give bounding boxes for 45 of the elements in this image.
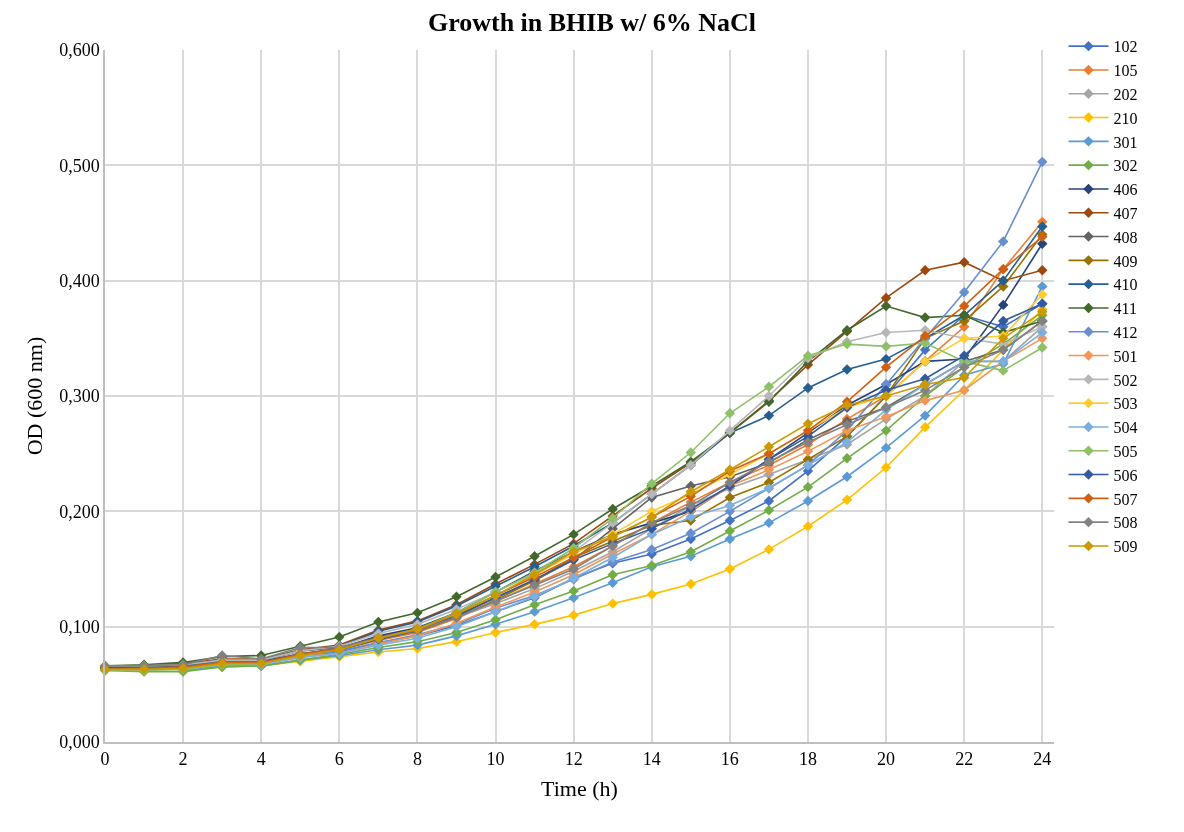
x-tick-label: 24 — [1033, 749, 1052, 770]
legend-label: 504 — [1113, 419, 1138, 437]
legend-label: 502 — [1113, 371, 1138, 389]
legend-label: 506 — [1113, 466, 1138, 484]
y-tick-label: 0,200 — [59, 501, 100, 522]
y-axis-title: OD (600 nm) — [22, 336, 48, 456]
legend-label: 412 — [1113, 323, 1138, 341]
legend-label: 302 — [1113, 157, 1138, 175]
legend-label: 202 — [1113, 85, 1138, 103]
x-tick-label: 6 — [334, 749, 344, 770]
legend-label: 102 — [1113, 38, 1138, 56]
chart-title: Growth in BHIB w/ 6% NaCl — [427, 7, 757, 37]
x-axis-title: Time (h) — [541, 775, 618, 801]
x-tick-label: 4 — [256, 749, 266, 770]
x-tick-label: 14 — [642, 749, 661, 770]
legend-label: 503 — [1113, 395, 1138, 413]
x-tick-label: 2 — [178, 749, 188, 770]
legend-label: 507 — [1113, 490, 1138, 508]
y-tick-label: 0,300 — [59, 386, 100, 407]
x-tick-label: 22 — [955, 749, 974, 770]
y-tick-label: 0,000 — [59, 732, 100, 753]
y-tick-label: 0,500 — [59, 155, 100, 176]
legend-label: 411 — [1113, 300, 1137, 318]
x-tick-label: 10 — [486, 749, 505, 770]
y-tick-label: 0,100 — [59, 616, 100, 637]
x-tick-label: 8 — [412, 749, 422, 770]
legend-label: 505 — [1113, 442, 1138, 460]
y-tick-label: 0,600 — [59, 40, 100, 61]
x-tick-label: 16 — [720, 749, 739, 770]
x-tick-label: 20 — [877, 749, 896, 770]
legend-label: 508 — [1113, 514, 1138, 532]
legend-label: 407 — [1113, 204, 1138, 222]
legend-label: 301 — [1113, 133, 1138, 151]
legend-label: 410 — [1113, 276, 1138, 294]
legend-label: 501 — [1113, 347, 1138, 365]
x-tick-label: 18 — [798, 749, 817, 770]
y-tick-label: 0,400 — [59, 270, 100, 291]
legend-label: 509 — [1113, 538, 1138, 556]
legend-label: 210 — [1113, 109, 1138, 127]
legend-label: 105 — [1113, 62, 1138, 80]
legend-label: 409 — [1113, 252, 1138, 270]
legend-label: 406 — [1113, 181, 1138, 199]
x-tick-label: 0 — [100, 749, 110, 770]
legend-label: 408 — [1113, 228, 1138, 246]
x-tick-label: 12 — [564, 749, 583, 770]
